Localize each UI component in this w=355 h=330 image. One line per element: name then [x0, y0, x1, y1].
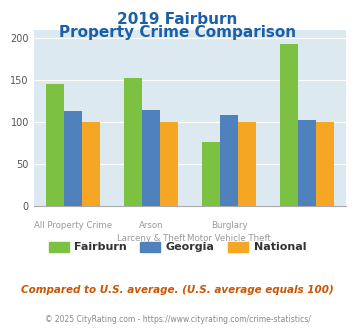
Bar — [160, 122, 178, 206]
Legend: Fairburn, Georgia, National: Fairburn, Georgia, National — [44, 237, 311, 257]
Bar — [298, 120, 316, 206]
Text: © 2025 CityRating.com - https://www.cityrating.com/crime-statistics/: © 2025 CityRating.com - https://www.city… — [45, 315, 310, 324]
Text: Larceny & Theft: Larceny & Theft — [116, 234, 185, 243]
Text: Motor Vehicle Theft: Motor Vehicle Theft — [187, 234, 271, 243]
Text: Burglary: Burglary — [211, 221, 247, 230]
Bar — [238, 122, 256, 206]
Text: Compared to U.S. average. (U.S. average equals 100): Compared to U.S. average. (U.S. average … — [21, 285, 334, 295]
Bar — [82, 122, 100, 206]
Bar — [316, 122, 334, 206]
Bar — [64, 111, 82, 206]
Bar — [46, 83, 64, 206]
Text: All Property Crime: All Property Crime — [34, 221, 112, 230]
Bar — [220, 115, 238, 206]
Bar — [280, 44, 298, 206]
Bar — [124, 78, 142, 206]
Text: 2019 Fairburn: 2019 Fairburn — [117, 12, 238, 26]
Bar — [142, 111, 160, 206]
Text: Arson: Arson — [138, 221, 163, 230]
Text: Property Crime Comparison: Property Crime Comparison — [59, 25, 296, 40]
Bar — [202, 142, 220, 206]
